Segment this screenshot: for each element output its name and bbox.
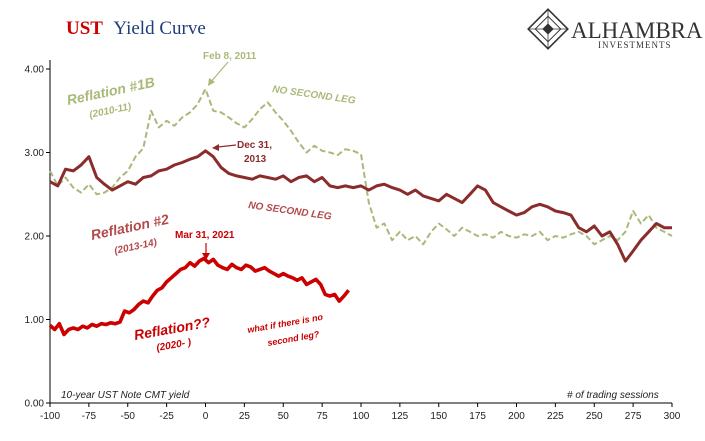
- annotations: Reflation #1B (2010-11) Feb 8, 2011 NO S…: [61, 51, 659, 401]
- x-tick-label: 175: [469, 411, 486, 422]
- x-tick-label: 250: [586, 411, 603, 422]
- y-note-label: 10-year UST Note CMT yield: [61, 390, 190, 401]
- r3-question-2: second leg?: [267, 329, 321, 348]
- x-tick-label: 275: [625, 411, 642, 422]
- r3-years-label: (2020- ): [156, 337, 193, 354]
- y-tick-label: 1.00: [25, 315, 45, 326]
- y-tick-label: 4.00: [25, 65, 45, 76]
- logo-sub: INVESTMENTS: [598, 40, 672, 50]
- logo-name: ALHAMBRA: [571, 18, 703, 43]
- x-tick-label: 50: [278, 411, 290, 422]
- r1-arrow-head-icon: [208, 78, 215, 86]
- x-tick-label: 0: [203, 411, 209, 422]
- r1-peak-arrow: [209, 61, 229, 84]
- r3-arrow-head-icon: [202, 253, 210, 260]
- alhambra-logo: ALHAMBRA INVESTMENTS: [527, 8, 703, 50]
- x-tick-label: -75: [82, 411, 97, 422]
- y-tick-label: 3.00: [25, 148, 45, 159]
- x-tick-label: -50: [121, 411, 136, 422]
- x-tick-label: 150: [430, 411, 447, 422]
- chart-title: UST Yield Curve: [66, 18, 206, 39]
- x-tick-label: 125: [392, 411, 409, 422]
- r2-years-label: (2013-14): [113, 237, 158, 257]
- r2-title-label: Reflation #2: [89, 211, 170, 243]
- x-ticks: -100 -75 -50 -25 0 25 50 75 100 125 150 175 200 225 25…: [40, 403, 681, 422]
- r2-peak-label-1: Dec 31,: [237, 140, 272, 151]
- r3-peak-label: Mar 31, 2021: [175, 230, 235, 241]
- title-rest: Yield Curve: [113, 18, 205, 39]
- x-tick-label: 225: [547, 411, 564, 422]
- r1-title-label: Reflation #1B: [65, 74, 156, 108]
- r2-arrow-head-icon: [212, 144, 219, 151]
- series-layer: [48, 88, 673, 337]
- y-tick-label: 0.00: [25, 399, 45, 410]
- y-tick-label: 2.00: [25, 232, 45, 243]
- r2-peak-arrow: [217, 144, 237, 148]
- x-tick-label: 75: [317, 411, 329, 422]
- r2-peak-label-2: 2013: [244, 154, 267, 165]
- x-tick-label: 300: [664, 411, 681, 422]
- x-tick-label: -100: [40, 411, 60, 422]
- x-note-label: # of trading sessions: [567, 390, 659, 401]
- y-ticks: 0.00 1.00 2.00 3.00 4.00: [25, 65, 50, 410]
- r2-no-second-leg: NO SECOND LEG: [248, 200, 333, 223]
- r1-peak-label: Feb 8, 2011: [203, 51, 257, 62]
- diamond-logo-icon: [527, 8, 569, 50]
- series-line-reflation3: [48, 256, 350, 337]
- title-accent: UST: [66, 18, 103, 39]
- r1-years-label: (2010-11): [88, 101, 133, 121]
- x-tick-label: 200: [508, 411, 525, 422]
- x-tick-label: 25: [239, 411, 251, 422]
- x-tick-label: 100: [353, 411, 370, 422]
- x-tick-label: -25: [159, 411, 174, 422]
- r3-title-label: Reflation??: [133, 314, 212, 343]
- series-line-reflation2: [49, 149, 672, 263]
- r1-no-second-leg: NO SECOND LEG: [272, 84, 357, 107]
